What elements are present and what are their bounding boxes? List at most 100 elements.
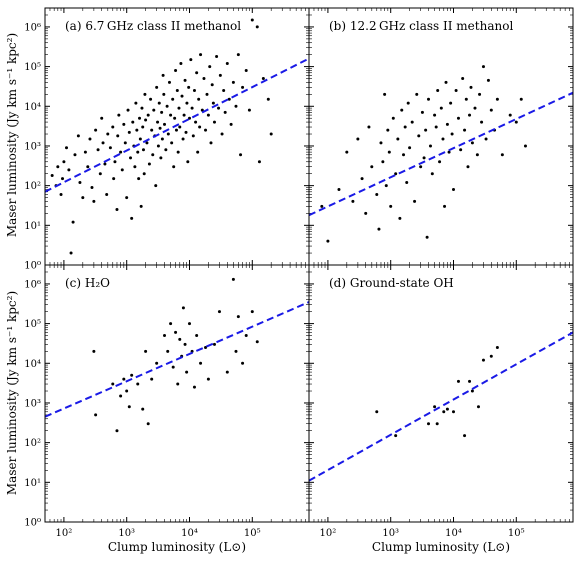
data-point (164, 148, 168, 152)
data-point (90, 185, 94, 189)
data-point (115, 429, 119, 433)
data-point (199, 53, 203, 57)
data-point (130, 373, 134, 377)
data-point (470, 389, 474, 393)
data-point (86, 165, 90, 169)
data-point (94, 128, 98, 132)
data-point (158, 126, 162, 130)
data-point (227, 97, 231, 101)
data-point (481, 358, 485, 362)
data-point (133, 165, 137, 169)
data-point (217, 310, 221, 314)
data-point (466, 165, 470, 169)
fit-line (309, 331, 573, 482)
data-point (463, 128, 467, 132)
data-point (123, 141, 127, 145)
data-point (169, 322, 173, 326)
data-point (424, 128, 428, 132)
y-tick-label: 10¹ (24, 221, 41, 232)
data-point (83, 150, 87, 154)
y-tick-label: 10³ (24, 141, 41, 152)
data-point (433, 405, 437, 409)
x-tick-label: 10⁵ (508, 528, 525, 539)
data-point (255, 340, 259, 344)
data-point (131, 120, 135, 124)
data-point (223, 110, 227, 114)
data-point (417, 134, 421, 138)
data-point (202, 77, 206, 81)
data-point (438, 160, 442, 164)
data-point (111, 382, 115, 386)
data-point (420, 110, 424, 114)
data-point (320, 204, 324, 208)
data-point (456, 116, 460, 120)
data-point (195, 334, 199, 338)
data-point (360, 177, 364, 181)
y-tick-label: 10⁴ (24, 102, 41, 113)
data-point (398, 216, 402, 220)
data-point (139, 204, 143, 208)
data-point (422, 156, 426, 160)
data-point (160, 137, 164, 141)
data-point (415, 92, 419, 96)
data-point (187, 85, 191, 89)
data-point (94, 413, 98, 417)
data-point (145, 141, 149, 145)
x-tick-label: 10³ (382, 528, 399, 539)
data-point (475, 153, 479, 157)
data-point (454, 88, 458, 92)
data-point (456, 379, 460, 383)
data-point (125, 389, 129, 393)
data-point (486, 78, 490, 82)
data-point (134, 101, 138, 105)
data-point (78, 181, 82, 185)
data-point (364, 211, 368, 215)
x-tick-label: 10³ (118, 528, 135, 539)
data-point (81, 196, 85, 200)
data-point (169, 113, 173, 117)
data-point (69, 251, 73, 255)
data-point (370, 165, 374, 169)
data-point (182, 113, 186, 117)
data-point (234, 349, 238, 353)
data-point (137, 177, 141, 181)
data-point (181, 306, 185, 310)
data-point (122, 122, 126, 126)
data-point (56, 165, 60, 169)
data-point (117, 113, 121, 117)
data-point (194, 120, 198, 124)
data-point (250, 18, 254, 22)
data-point (386, 128, 390, 132)
data-point (337, 187, 341, 191)
fit-line (309, 91, 573, 217)
data-point (351, 199, 355, 203)
data-point (266, 97, 270, 101)
data-point (215, 54, 219, 58)
data-point (480, 120, 484, 124)
data-point (461, 77, 465, 81)
data-point (92, 199, 96, 203)
data-point (403, 125, 407, 129)
data-point (427, 97, 431, 101)
data-point (489, 108, 493, 112)
data-point (210, 83, 214, 87)
data-point (135, 128, 139, 132)
data-point (484, 137, 488, 141)
x-tick-label: 10⁴ (181, 528, 198, 539)
data-point (514, 120, 518, 124)
data-point (150, 377, 154, 381)
data-point (161, 73, 165, 77)
data-point (222, 88, 226, 92)
data-point (105, 192, 109, 196)
panel-frame (308, 7, 574, 266)
data-point (106, 132, 110, 136)
data-point (445, 407, 449, 411)
data-point (435, 422, 439, 426)
data-point (191, 134, 195, 138)
data-point (464, 97, 468, 101)
data-point (206, 113, 210, 117)
data-point (250, 310, 254, 314)
data-point (142, 172, 146, 176)
data-point (98, 172, 102, 176)
data-point (65, 146, 69, 150)
